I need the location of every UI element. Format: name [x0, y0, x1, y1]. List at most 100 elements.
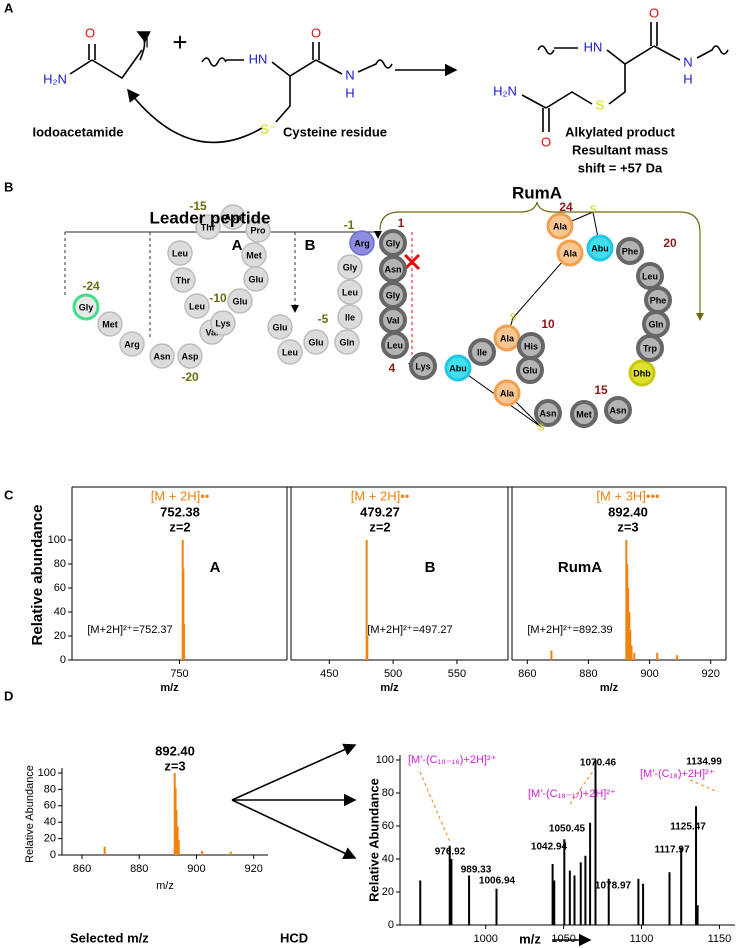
- residue-name: Val: [205, 327, 218, 337]
- atom: H₂N: [43, 71, 67, 86]
- residue-number: 10: [541, 317, 555, 331]
- residue-number: -1: [344, 218, 355, 232]
- peak-label: 1006.94: [479, 876, 516, 887]
- peak-label: 1078.97: [595, 881, 632, 892]
- atom: O: [541, 134, 551, 149]
- y-axis-label: Relative Abundance: [366, 778, 381, 902]
- x-tick-label: 920: [245, 863, 263, 875]
- frame: [72, 486, 727, 660]
- residue-name: Gly: [343, 262, 358, 272]
- residue-number: 24: [559, 200, 573, 214]
- x-tick-label: 450: [320, 668, 338, 680]
- residue-number: -5: [318, 312, 329, 326]
- atom: HN: [249, 51, 268, 66]
- y-tick-label: 40: [382, 853, 394, 865]
- residue-number: -24: [82, 279, 100, 293]
- residue-name: Asn: [224, 212, 241, 222]
- residue-number: 1: [398, 216, 405, 230]
- peak-label: 1125.47: [670, 822, 706, 833]
- residue-name: Glu: [309, 337, 324, 347]
- residue-name: Gly: [79, 302, 94, 312]
- y-tick-label: 0: [388, 919, 394, 931]
- charge-label: z=2: [169, 519, 190, 534]
- residue-name: Val: [386, 315, 399, 325]
- x-tick-label: 860: [73, 863, 91, 875]
- residue-name: Leu: [282, 347, 298, 357]
- residue: [195, 214, 221, 240]
- panel-label: A: [4, 0, 14, 15]
- sulfur: S: [510, 313, 517, 324]
- residue-name: Glu: [523, 365, 538, 375]
- residue-name: Ala: [553, 221, 568, 231]
- peak-label: 1117.97: [654, 845, 689, 856]
- atom: HN: [584, 39, 603, 54]
- residue-name: Thr: [176, 275, 191, 285]
- residue-name: Arg: [354, 238, 370, 248]
- residue-name: Ile: [345, 312, 355, 322]
- residue-name: Abu: [591, 243, 609, 253]
- y-tick-label: 40: [54, 606, 66, 618]
- caption: Alkylated product: [565, 124, 675, 139]
- residue-number: 20: [663, 236, 677, 250]
- ion-label: [M + 2H]••: [151, 488, 210, 503]
- x-tick-label: 880: [130, 863, 148, 875]
- residue: [267, 314, 293, 340]
- residue-name: Gly: [386, 238, 401, 248]
- segment-label: B: [305, 237, 316, 254]
- peak-label: 976.92: [435, 847, 466, 858]
- residue: [546, 212, 574, 240]
- residue: [337, 279, 363, 305]
- residue: [468, 338, 496, 366]
- residue: [493, 324, 521, 352]
- x-axis-label: m/z: [380, 682, 399, 694]
- annotation: [M′-(C₁₈₋₁₆)+2H]²⁺: [408, 754, 497, 766]
- residue-name: Glu: [233, 296, 248, 306]
- residue-name: Leu: [387, 340, 403, 350]
- residue-number: -10: [209, 291, 227, 305]
- residue-name: Gly: [386, 290, 401, 300]
- caption: Selected m/z: [70, 930, 149, 945]
- y-tick-label: 20: [44, 833, 56, 845]
- residue: [170, 267, 196, 293]
- residue-name: Glu: [249, 274, 264, 284]
- annotation: [M′-(C₁₈)+2H]²⁺: [640, 768, 715, 780]
- residue: [409, 352, 437, 380]
- residue: [334, 329, 360, 355]
- x-tick-label: 1100: [630, 933, 654, 945]
- residue-name: Pro: [250, 225, 266, 235]
- theory-label: [M+2H]²⁺=752.37: [87, 624, 172, 636]
- residue: [210, 310, 236, 336]
- residue: [72, 293, 100, 321]
- mz-label: 892.40: [608, 504, 648, 519]
- residue-name: Leu: [342, 287, 358, 297]
- y-tick-label: 60: [382, 820, 394, 832]
- atom: S⁻: [260, 121, 276, 136]
- residue: [444, 354, 472, 382]
- residue-number: 15: [594, 383, 608, 397]
- sulfur: S: [538, 423, 545, 434]
- plot-title: RumA: [558, 559, 602, 576]
- residue-name: Arg: [124, 339, 140, 349]
- x-tick-label: 900: [187, 863, 205, 875]
- y-tick-label: 100: [38, 767, 56, 779]
- y-tick-label: 0: [60, 654, 66, 666]
- atom: H: [345, 85, 354, 100]
- residue-name: Gln: [649, 319, 664, 329]
- peak-label: 989.33: [461, 865, 492, 876]
- residue-name: His: [524, 341, 538, 351]
- atom: O: [649, 5, 659, 20]
- residue: [636, 262, 664, 290]
- charge-label: z=2: [369, 519, 390, 534]
- residue: [604, 396, 632, 424]
- theory-label: [M+2H]²⁺=497.27: [367, 624, 452, 636]
- y-tick-label: 100: [376, 754, 394, 766]
- residue: [220, 204, 246, 230]
- residue: [184, 293, 210, 319]
- y-tick-label: 60: [54, 582, 66, 594]
- caption: HCD: [280, 930, 308, 945]
- x-tick-label: 1150: [708, 933, 732, 945]
- residue: [277, 339, 303, 365]
- residue: [534, 399, 562, 427]
- structures: [69, 22, 729, 144]
